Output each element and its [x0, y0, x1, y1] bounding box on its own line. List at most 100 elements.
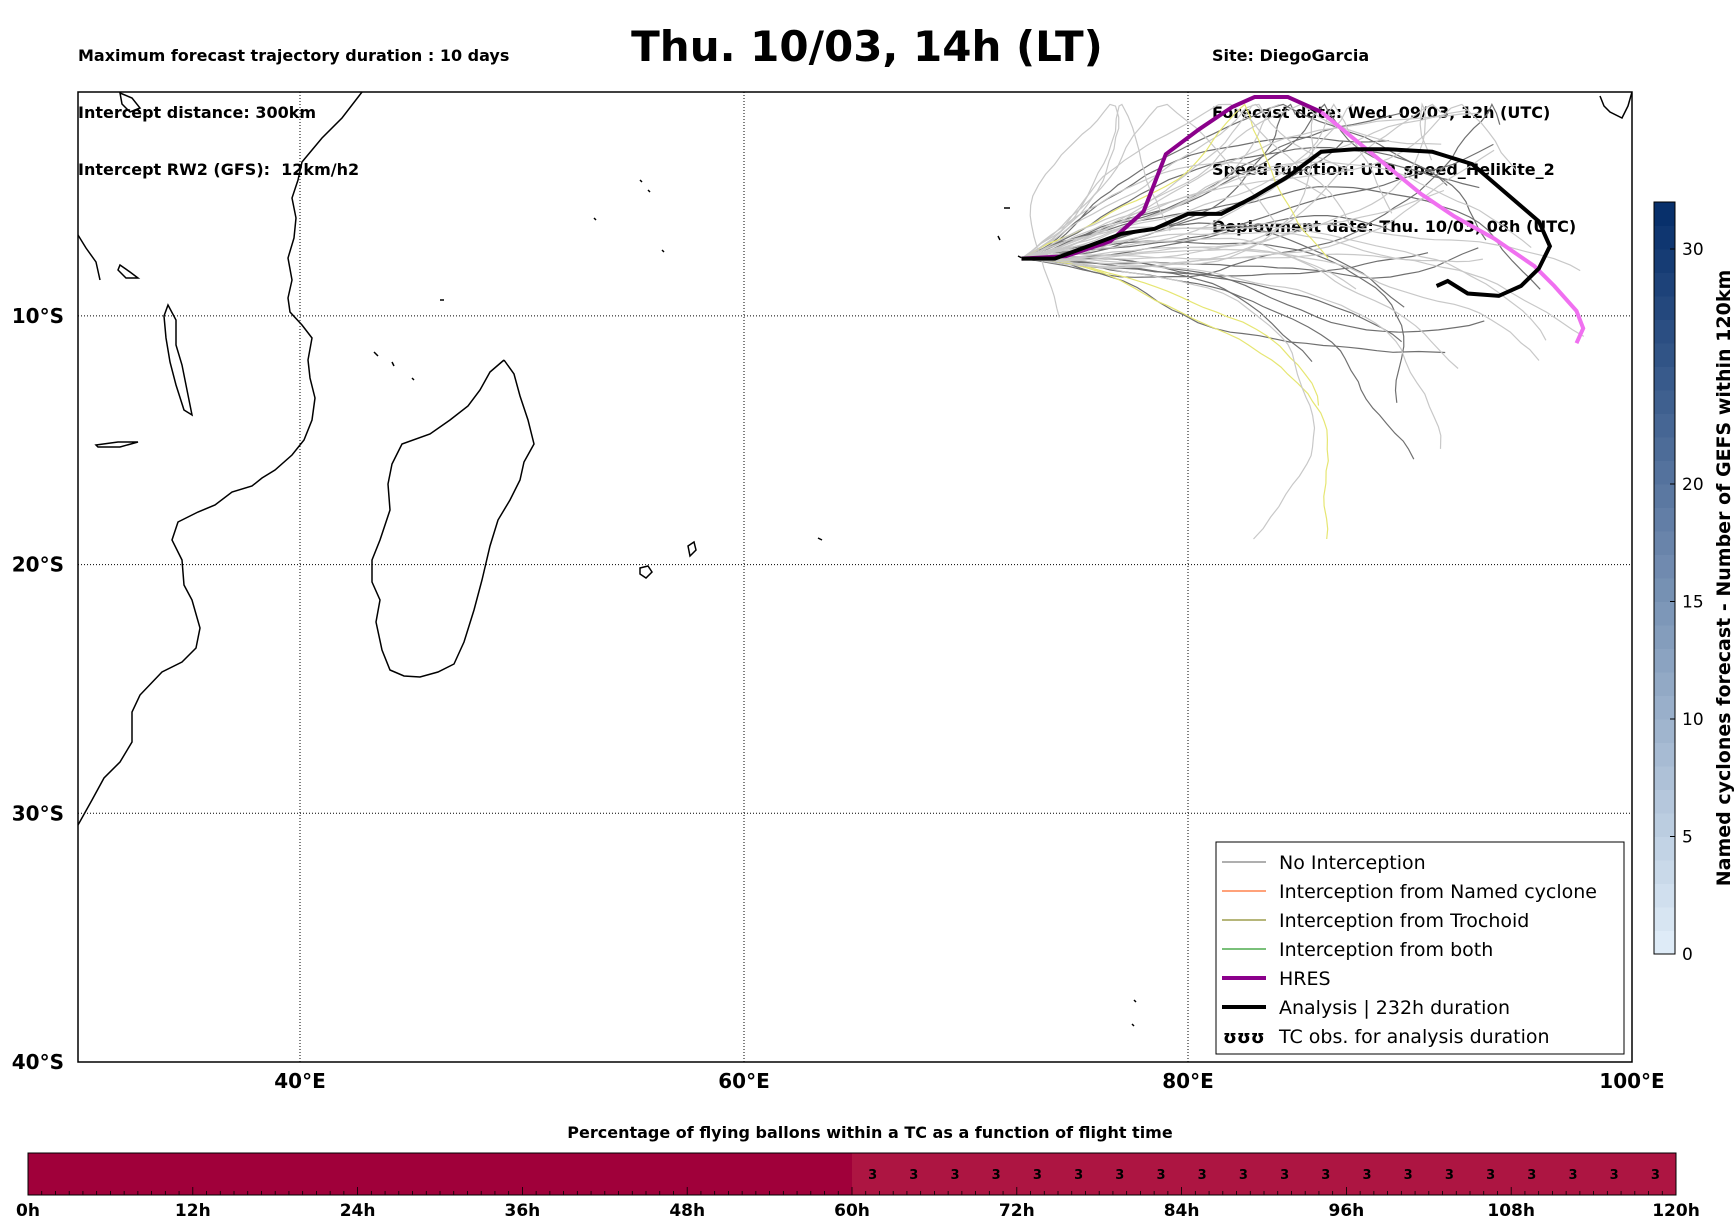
- bar-x-tick-label: 96h: [1329, 1201, 1365, 1221]
- bar-title: Percentage of flying ballons within a TC…: [567, 1123, 1173, 1142]
- ensemble-trajectory: [1021, 103, 1517, 260]
- colorbar-cell: [1654, 343, 1675, 367]
- legend-item: Interception from Trochoid: [1222, 910, 1529, 932]
- ensemble-trajectory: [1021, 103, 1120, 318]
- ensemble-trajectory: [1021, 103, 1171, 260]
- y-tick-label: 40°S: [12, 1050, 64, 1074]
- x-tick-label: 80°E: [1162, 1069, 1214, 1093]
- bar-x-tick-label: 84h: [1164, 1201, 1200, 1221]
- bar-x-tick-label: 24h: [340, 1201, 376, 1221]
- colorbar-cell: [1654, 437, 1675, 461]
- bar-cell-label: 3: [1280, 1168, 1289, 1183]
- bar-cell-label: 3: [1486, 1168, 1495, 1183]
- sumatra-coastline: [1599, 92, 1632, 120]
- bar-x-tick-label: 12h: [175, 1201, 211, 1221]
- legend-item: HRES: [1222, 968, 1331, 990]
- mauritius-outline: [639, 565, 653, 579]
- ensemble-trajectories: [1021, 102, 1585, 540]
- ensemble-trajectory: [1021, 103, 1501, 278]
- colorbar-cell: [1654, 695, 1675, 720]
- bar-segment: [852, 1153, 1676, 1195]
- bar-cell-label: 3: [1198, 1168, 1207, 1183]
- colorbar-tick-label: 30: [1682, 240, 1704, 260]
- legend-label: Interception from both: [1279, 939, 1493, 961]
- ensemble-trajectory: [1021, 103, 1393, 260]
- legend: No Interception Interception from Named c…: [1215, 841, 1625, 1055]
- x-tick-label: 40°E: [274, 1069, 326, 1093]
- x-tick-label: 100°E: [1599, 1069, 1664, 1093]
- somalia-gulf-coastline: [78, 234, 101, 281]
- legend-item: Analysis | 232h duration: [1222, 997, 1510, 1019]
- bar-cell-label: 3: [1568, 1168, 1577, 1183]
- colorbar-cell: [1654, 507, 1675, 532]
- bar-cell-label: 3: [868, 1168, 877, 1183]
- bar-cell-label: 3: [1156, 1168, 1165, 1183]
- ensemble-trajectory: [1021, 103, 1265, 260]
- colorbar-cell: [1654, 554, 1675, 579]
- ensemble-trajectory: [1021, 149, 1495, 269]
- ensemble-trajectory: [1021, 258, 1316, 540]
- colorbar-cell: [1654, 390, 1675, 414]
- ensemble-trajectory: [1021, 257, 1485, 333]
- colorbar-cell: [1654, 789, 1675, 814]
- bar-x-tick-label: 108h: [1487, 1201, 1535, 1221]
- map-frame: [77, 91, 1633, 1063]
- legend-label: TC obs. for analysis duration: [1278, 1026, 1550, 1048]
- bar-cell-label: 3: [1362, 1168, 1371, 1183]
- header-line-intercept: Intercept RW2 (GFS): 12km/h2: [78, 160, 360, 179]
- bar-x-tick-label: 36h: [505, 1201, 541, 1221]
- coastlines: [78, 92, 1632, 1027]
- map-x-tick-labels: 40°E 60°E 80°E 100°E: [274, 1069, 1664, 1093]
- hres-trajectory-tail: [1319, 110, 1586, 345]
- ensemble-trajectory: [1021, 258, 1329, 540]
- y-tick-label: 30°S: [12, 801, 64, 825]
- x-tick-label: 60°E: [718, 1069, 770, 1093]
- bar-x-tick-label: 48h: [669, 1201, 705, 1221]
- colorbar-cell: [1654, 813, 1675, 837]
- colorbar-cell: [1654, 601, 1675, 626]
- bar-x-tick-label: 72h: [999, 1201, 1035, 1221]
- colorbar-cell: [1654, 907, 1675, 931]
- ensemble-trajectory: [1021, 103, 1277, 260]
- bar-cell-labels: 3 3 3 3 3 3 3 3 3 3 3 3 3 3 3 3 3 3 3 3: [868, 1168, 1660, 1183]
- chart-title: Thu. 10/03, 14h (LT): [631, 22, 1103, 71]
- colorbar-cell: [1654, 202, 1675, 226]
- colorbar-label: Named cyclones forecast - Number of GEFS…: [1713, 270, 1734, 887]
- colorbar-cell: [1654, 860, 1675, 884]
- colorbar-cell: [1654, 742, 1675, 767]
- ensemble-trajectory: [1021, 103, 1442, 260]
- bar-segment: [28, 1153, 852, 1195]
- colorbar-tick-label: 20: [1682, 475, 1704, 495]
- colorbar-cell: [1654, 531, 1675, 555]
- bar-cell-label: 3: [1527, 1168, 1536, 1183]
- ensemble-trajectory: [1021, 258, 1415, 460]
- y-tick-label: 10°S: [12, 304, 64, 328]
- colorbar-cell: [1654, 272, 1675, 297]
- madagascar-coastline: [371, 359, 535, 678]
- ensemble-trajectory: [1021, 222, 1581, 272]
- colorbar-cell: [1654, 766, 1675, 790]
- legend-item: No Interception: [1222, 852, 1426, 874]
- analysis-trajectory: [1021, 147, 1553, 298]
- bar-x-tick-label: 0h: [16, 1201, 40, 1221]
- ensemble-trajectory: [1021, 146, 1487, 260]
- colorbar-cell: [1654, 484, 1675, 508]
- bar-segments: [28, 1153, 1676, 1195]
- bar-cell-label: 3: [992, 1168, 1001, 1183]
- bar-cell-label: 3: [909, 1168, 918, 1183]
- seychelles-dots: [440, 179, 665, 301]
- legend-item: Interception from Named cyclone: [1222, 881, 1597, 903]
- legend-label: Interception from Trochoid: [1279, 910, 1529, 932]
- ensemble-trajectory: [1021, 112, 1315, 266]
- ensemble-trajectory: [1021, 258, 1446, 354]
- legend-label: HRES: [1279, 968, 1331, 990]
- bar-cell-label: 3: [1651, 1168, 1660, 1183]
- colorbar-cell: [1654, 719, 1675, 743]
- colorbar-cell: [1654, 225, 1675, 250]
- colorbar-tick-label: 10: [1682, 710, 1704, 730]
- bar-cell-label: 3: [1445, 1168, 1454, 1183]
- ensemble-trajectory: [1021, 103, 1442, 260]
- legend-label: Analysis | 232h duration: [1279, 997, 1510, 1019]
- bar-minor-ticks: [27, 1187, 1677, 1195]
